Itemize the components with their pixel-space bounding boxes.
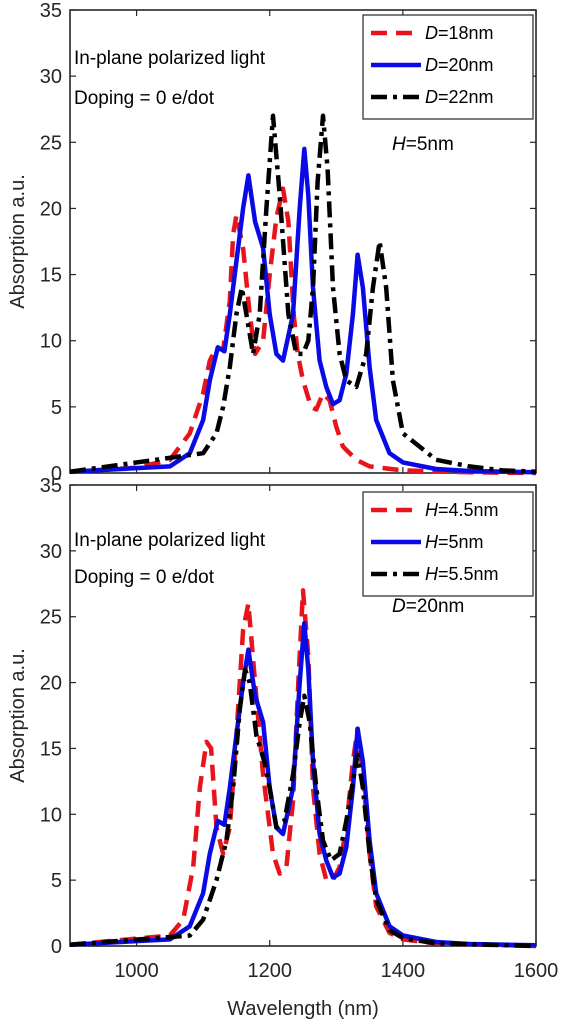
legend-var: D <box>425 55 438 75</box>
x-tick-label: 1600 <box>514 960 559 982</box>
x-tick-label: 1200 <box>247 960 292 982</box>
parameter-label: D=20nm <box>392 596 464 617</box>
parameter-label: H=5nm <box>392 134 454 155</box>
series-line-3 <box>69 667 537 949</box>
legend-label-2: H=5nm <box>425 532 484 552</box>
y-tick-label: 30 <box>40 541 62 563</box>
y-tick-label: 20 <box>40 673 62 695</box>
y-tick-label: 35 <box>40 475 62 497</box>
legend-label-3: H=5.5nm <box>425 564 499 584</box>
legend-var: H <box>425 500 439 520</box>
annotation-text: Doping = 0 e/dot <box>74 88 215 109</box>
legend-name: =22nm <box>438 87 494 107</box>
legend-name: =4.5nm <box>438 500 499 520</box>
legend-label-2: D=20nm <box>425 55 494 75</box>
y-tick-label: 10 <box>40 804 62 826</box>
series-line-3 <box>69 113 537 474</box>
legend-var: H <box>425 564 439 584</box>
y-tick-label: 30 <box>40 66 62 88</box>
legend-name: =18nm <box>438 23 494 43</box>
legend-name: =5.5nm <box>438 564 499 584</box>
series-line-2 <box>69 146 537 475</box>
y-tick-label: 20 <box>40 198 62 220</box>
legend-var: D <box>425 87 438 107</box>
y-tick-label: 15 <box>40 265 62 287</box>
y-tick-label: 35 <box>40 0 62 22</box>
x-tick-label: 1000 <box>114 960 159 982</box>
y-tick-label: 10 <box>40 331 62 353</box>
legend-name: =5nm <box>438 532 484 552</box>
y-tick-label: 5 <box>51 870 62 892</box>
annotation-text: In-plane polarized light <box>74 48 266 69</box>
x-axis-label: Wavelength (nm) <box>227 998 379 1020</box>
y-tick-label: 15 <box>40 738 62 760</box>
parameter-value: =5nm <box>406 134 454 155</box>
annotation-text: In-plane polarized light <box>74 530 266 551</box>
parameter-value: =20nm <box>406 596 465 617</box>
legend-var: H <box>425 532 439 552</box>
y-tick-label: 25 <box>40 607 62 629</box>
legend-var: D <box>425 23 438 43</box>
y-tick-label: 25 <box>40 132 62 154</box>
y-axis-label: Absorption a.u. <box>7 174 29 309</box>
y-tick-label: 0 <box>51 936 62 958</box>
legend-label-3: D=22nm <box>425 87 494 107</box>
y-tick-label: 5 <box>51 397 62 419</box>
chart-panel-2: 0 5 10 15 20 25 30 35 1000 1200 1400 1600 Absorption… <box>7 475 558 1020</box>
parameter-var: H <box>392 134 406 155</box>
series-line-1 <box>69 186 537 476</box>
legend-name: =20nm <box>438 55 494 75</box>
parameter-var: D <box>392 596 406 617</box>
series-line-1 <box>69 588 537 949</box>
chart-panel-1: 0 5 10 15 20 25 30 35 Absorption a.u. In-plane po… <box>7 0 537 485</box>
legend-label-1: D=18nm <box>425 23 494 43</box>
x-tick-label: 1400 <box>381 960 426 982</box>
y-axis-label: Absorption a.u. <box>7 648 29 783</box>
y-tick-label: 0 <box>51 463 62 485</box>
legend-label-1: H=4.5nm <box>425 500 499 520</box>
annotation-text: Doping = 0 e/dot <box>74 567 215 588</box>
